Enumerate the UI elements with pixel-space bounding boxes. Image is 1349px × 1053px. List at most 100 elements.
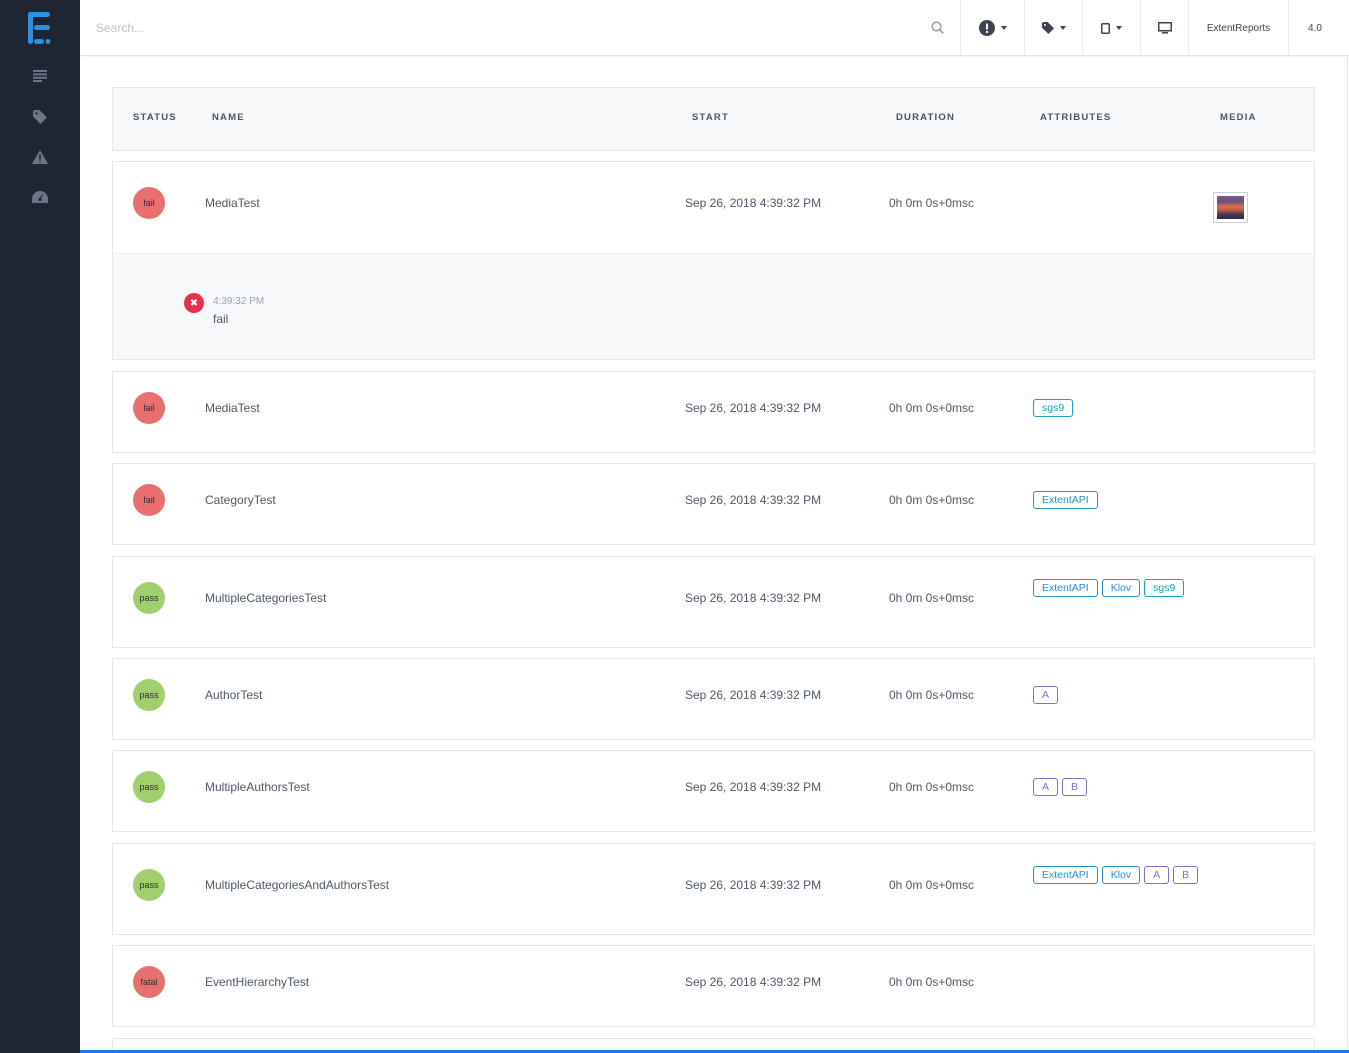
test-row[interactable]: fail CategoryTest Sep 26, 2018 4:39:32 P… — [112, 463, 1315, 545]
nav-exceptions[interactable] — [0, 137, 80, 177]
test-name[interactable]: MediaTest — [205, 401, 260, 415]
nav-tags[interactable] — [0, 97, 80, 137]
category-tag[interactable]: Klov — [1101, 579, 1141, 597]
test-name[interactable]: MediaTest — [205, 196, 260, 210]
test-name[interactable]: MultipleCategoriesAndAuthorsTest — [205, 878, 390, 892]
author-tag[interactable]: B — [1062, 778, 1088, 796]
test-duration: 0h 0m 0s+0msc — [889, 878, 975, 892]
author-tag[interactable]: A — [1033, 686, 1059, 704]
test-start: Sep 26, 2018 4:39:32 PM — [685, 196, 822, 210]
test-row[interactable]: fatal EventHierarchyTest Sep 26, 2018 4:… — [112, 945, 1315, 1027]
test-row[interactable]: pass AuthorTest Sep 26, 2018 4:39:32 PM … — [112, 658, 1315, 740]
attribute-tags: ExtentAPI Klov sgs9 — [1033, 579, 1213, 597]
tag-icon — [33, 110, 47, 124]
version-label: 4.0 — [1288, 0, 1341, 56]
attribute-tags: sgs9 — [1033, 399, 1213, 417]
attribute-tags: ExtentAPI Klov A B — [1033, 866, 1213, 884]
extent-logo[interactable] — [26, 10, 54, 46]
table-header: STATUS NAME START DURATION ATTRIBUTES ME… — [112, 87, 1315, 151]
test-start: Sep 26, 2018 4:39:32 PM — [685, 878, 822, 892]
log-message: fail — [213, 312, 229, 326]
author-tag[interactable]: A — [1033, 778, 1059, 796]
scrollbar-track[interactable] — [1347, 57, 1348, 1053]
author-tag[interactable]: B — [1173, 866, 1199, 884]
status-badge: pass — [133, 869, 165, 901]
status-badge: fatal — [133, 966, 165, 998]
category-filter-dropdown[interactable] — [1024, 0, 1082, 56]
device-tag[interactable]: sgs9 — [1033, 399, 1074, 417]
display-toggle[interactable] — [1140, 0, 1188, 56]
attribute-tags: ExtentAPI — [1033, 491, 1213, 509]
category-tag[interactable]: ExtentAPI — [1033, 579, 1098, 597]
status-filter-dropdown[interactable] — [960, 0, 1024, 56]
status-badge: fail — [133, 484, 165, 516]
nav-dashboard[interactable] — [0, 177, 80, 217]
version-text: 4.0 — [1308, 22, 1322, 34]
test-name[interactable]: AuthorTest — [205, 688, 263, 702]
chevron-down-icon — [1000, 26, 1007, 30]
chevron-down-icon — [1116, 26, 1122, 30]
test-name[interactable]: EventHierarchyTest — [205, 975, 310, 989]
desktop-icon — [1157, 22, 1172, 34]
dashboard-icon — [32, 191, 48, 203]
chevron-down-icon — [1059, 26, 1066, 30]
search-input[interactable] — [96, 18, 916, 38]
log-panel: ✖ 4:39:32 PM fail — [113, 253, 1314, 359]
status-badge: fail — [133, 187, 165, 219]
tag-icon — [1041, 22, 1054, 34]
device-tag[interactable]: sgs9 — [1144, 579, 1185, 597]
log-timestamp: 4:39:32 PM — [213, 296, 265, 307]
author-tag[interactable]: A — [1144, 866, 1170, 884]
exclamation-circle-icon — [978, 20, 995, 36]
category-tag[interactable]: ExtentAPI — [1033, 491, 1098, 509]
media-thumbnail[interactable] — [1213, 192, 1248, 223]
test-start: Sep 26, 2018 4:39:32 PM — [685, 401, 822, 415]
test-duration: 0h 0m 0s+0msc — [889, 688, 975, 702]
bottom-accent-bar — [80, 1050, 1349, 1053]
test-row[interactable]: pass MultipleAuthorsTest Sep 26, 2018 4:… — [112, 750, 1315, 832]
test-row[interactable]: fail MediaTest Sep 26, 2018 4:39:32 PM 0… — [112, 161, 1315, 360]
header-attributes[interactable]: ATTRIBUTES — [1040, 112, 1112, 123]
test-name[interactable]: CategoryTest — [205, 493, 276, 507]
search-icon[interactable] — [931, 21, 944, 34]
warning-icon — [32, 150, 48, 164]
nav-tests[interactable] — [0, 56, 80, 96]
status-badge: fail — [133, 392, 165, 424]
test-start: Sep 26, 2018 4:39:32 PM — [685, 493, 822, 507]
test-duration: 0h 0m 0s+0msc — [889, 493, 975, 507]
test-duration: 0h 0m 0s+0msc — [889, 401, 975, 415]
status-badge: pass — [133, 582, 165, 614]
header-media[interactable]: MEDIA — [1220, 112, 1257, 123]
test-row[interactable]: fail MediaTest Sep 26, 2018 4:39:32 PM 0… — [112, 371, 1315, 453]
fail-x-icon: ✖ — [184, 293, 204, 313]
device-filter-dropdown[interactable] — [1082, 0, 1140, 56]
test-row[interactable]: pass MultipleCategoriesAndAuthorsTest Se… — [112, 843, 1315, 935]
brand-text: ExtentReports — [1206, 22, 1271, 34]
test-duration: 0h 0m 0s+0msc — [889, 975, 975, 989]
brand-label: ExtentReports — [1188, 0, 1288, 56]
status-badge: pass — [133, 679, 165, 711]
tablet-icon — [1101, 22, 1110, 34]
test-duration: 0h 0m 0s+0msc — [889, 591, 975, 605]
header-status[interactable]: STATUS — [133, 112, 177, 123]
test-start: Sep 26, 2018 4:39:32 PM — [685, 591, 822, 605]
test-duration: 0h 0m 0s+0msc — [889, 780, 975, 794]
header-start[interactable]: START — [692, 112, 729, 123]
test-row[interactable]: pass MultipleCategoriesTest Sep 26, 2018… — [112, 556, 1315, 648]
test-name[interactable]: MultipleCategoriesTest — [205, 591, 327, 605]
test-start: Sep 26, 2018 4:39:32 PM — [685, 688, 822, 702]
sidebar — [0, 0, 80, 1053]
test-start: Sep 26, 2018 4:39:32 PM — [685, 780, 822, 794]
header-duration[interactable]: DURATION — [896, 112, 956, 123]
test-start: Sep 26, 2018 4:39:32 PM — [685, 975, 822, 989]
test-duration: 0h 0m 0s+0msc — [889, 196, 975, 210]
status-badge: pass — [133, 771, 165, 803]
top-bar: ExtentReports 4.0 — [80, 0, 1349, 56]
attribute-tags: A — [1033, 686, 1213, 704]
test-row[interactable] — [112, 1038, 1315, 1053]
header-name[interactable]: NAME — [212, 112, 245, 123]
test-name[interactable]: MultipleAuthorsTest — [205, 780, 310, 794]
category-tag[interactable]: Klov — [1101, 866, 1141, 884]
category-tag[interactable]: ExtentAPI — [1033, 866, 1098, 884]
attribute-tags: A B — [1033, 778, 1213, 796]
